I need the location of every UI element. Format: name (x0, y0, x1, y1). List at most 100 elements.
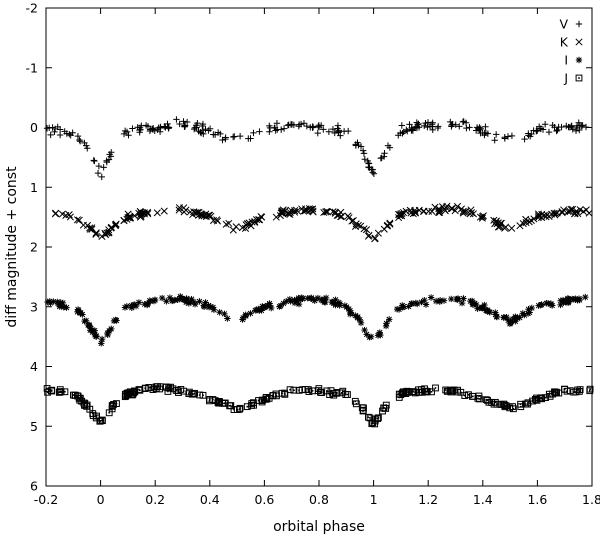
data-point (57, 388, 65, 396)
data-point (493, 220, 501, 228)
data-point (509, 403, 516, 411)
y-tick-labels: -2 -1 0 1 2 3 4 5 6 (26, 1, 39, 494)
data-point (525, 306, 532, 313)
data-point (422, 301, 430, 308)
data-point (432, 297, 440, 305)
data-point (276, 303, 283, 310)
data-point (474, 305, 481, 312)
y-tick-label: -2 (26, 1, 38, 16)
data-point (124, 214, 132, 222)
data-point (147, 298, 154, 305)
y-tick-label: 3 (30, 299, 38, 314)
data-point (516, 222, 524, 230)
data-point (376, 329, 384, 336)
data-point (295, 386, 303, 394)
data-point (86, 225, 94, 233)
y-tick-label: 4 (30, 359, 38, 374)
data-point (105, 226, 113, 234)
data-point (205, 302, 212, 309)
data-point (397, 391, 405, 399)
data-point (186, 208, 194, 216)
data-point (164, 120, 171, 128)
data-point (120, 217, 128, 225)
data-point (91, 157, 98, 165)
x-tick-labels: -0.2 0 0.2 0.4 0.6 0.8 1 1.2 1.4 1.6 1.8 (34, 492, 600, 507)
x-tick-label: 1.4 (473, 492, 493, 507)
data-point (490, 400, 498, 408)
data-point (352, 400, 360, 408)
data-point (151, 296, 159, 304)
data-point (80, 399, 88, 407)
data-point (90, 157, 97, 164)
axis-ticks (45, 7, 593, 487)
data-point (264, 302, 271, 309)
data-point (309, 208, 317, 216)
data-point (461, 392, 469, 399)
data-point (525, 132, 532, 139)
data-point (255, 397, 262, 404)
data-point (469, 210, 477, 218)
data-point (542, 394, 549, 402)
data-point (49, 124, 56, 131)
data-point (266, 124, 274, 132)
data-point (163, 298, 170, 305)
data-point (336, 302, 343, 309)
data-point (575, 119, 582, 126)
data-point (431, 203, 439, 211)
data-point (335, 299, 343, 306)
data-point (301, 207, 309, 215)
x-tick-label: 0.6 (254, 492, 274, 507)
data-point (286, 386, 294, 394)
data-point (331, 208, 339, 216)
data-point (459, 118, 467, 126)
data-point (112, 220, 120, 228)
data-point (565, 123, 572, 131)
data-point (429, 119, 436, 126)
data-point (123, 303, 131, 310)
data-point (551, 388, 558, 396)
data-point (481, 301, 488, 309)
data-point (395, 132, 402, 139)
data-point (314, 129, 321, 137)
data-point (574, 386, 581, 394)
data-point (266, 128, 273, 135)
data-point (321, 298, 328, 306)
data-point (366, 414, 374, 422)
data-point (574, 297, 581, 304)
data-point (482, 123, 489, 130)
data-point (447, 205, 456, 213)
data-point (126, 213, 134, 221)
data-point (386, 316, 393, 323)
series-K (51, 202, 593, 243)
data-point (86, 327, 94, 334)
data-point (258, 213, 266, 221)
data-point (73, 216, 82, 224)
data-point (276, 212, 284, 220)
data-point (448, 121, 455, 129)
data-point (216, 309, 223, 316)
data-point (507, 319, 514, 327)
data-point (408, 300, 416, 307)
data-point (386, 219, 394, 227)
data-point (502, 223, 510, 231)
data-point (365, 159, 372, 167)
data-point (476, 213, 484, 221)
data-point (501, 135, 509, 142)
data-point (291, 207, 299, 215)
data-point (549, 302, 556, 309)
data-point (181, 122, 188, 129)
data-point (411, 389, 419, 397)
data-point (509, 405, 517, 413)
data-point (340, 128, 348, 135)
data-point (178, 295, 185, 302)
data-point (269, 392, 277, 399)
data-point (112, 316, 119, 324)
data-point (44, 388, 52, 396)
data-point (317, 122, 325, 129)
data-point (104, 229, 113, 237)
data-point (354, 221, 362, 229)
data-point (371, 420, 379, 428)
data-point (453, 295, 460, 303)
data-point (398, 122, 406, 129)
legend-label-K: K (560, 35, 569, 50)
